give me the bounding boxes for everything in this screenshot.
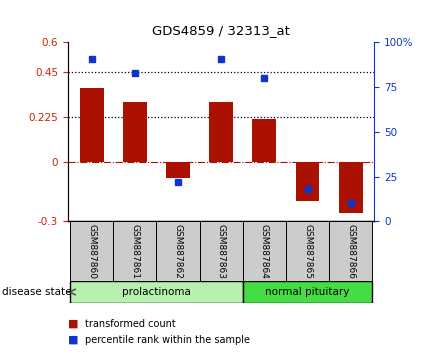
Bar	[286, 221, 329, 281]
Bar	[156, 221, 200, 281]
Text: prolactinoma: prolactinoma	[122, 287, 191, 297]
Text: ■: ■	[68, 319, 78, 329]
Bar	[243, 281, 372, 303]
Bar	[70, 221, 113, 281]
Text: normal pituitary: normal pituitary	[265, 287, 350, 297]
Bar	[329, 221, 372, 281]
Bar	[296, 162, 319, 201]
Title: GDS4859 / 32313_at: GDS4859 / 32313_at	[152, 24, 290, 37]
Text: GSM887863: GSM887863	[217, 224, 226, 279]
Bar	[113, 221, 156, 281]
Text: ■: ■	[68, 335, 78, 345]
Text: GSM887861: GSM887861	[131, 224, 139, 279]
Text: disease state: disease state	[2, 287, 72, 297]
Text: transformed count: transformed count	[85, 319, 176, 329]
Bar	[123, 102, 147, 162]
Bar	[200, 221, 243, 281]
Text: GSM887865: GSM887865	[303, 224, 312, 279]
Bar	[70, 281, 243, 303]
Text: GSM887862: GSM887862	[173, 224, 183, 279]
Bar	[80, 88, 103, 162]
Text: GSM887864: GSM887864	[260, 224, 269, 279]
Text: percentile rank within the sample: percentile rank within the sample	[85, 335, 251, 345]
Bar	[339, 162, 363, 213]
Bar	[209, 102, 233, 162]
Bar	[243, 221, 286, 281]
Text: GSM887866: GSM887866	[346, 224, 355, 279]
Text: GSM887860: GSM887860	[87, 224, 96, 279]
Bar	[252, 119, 276, 162]
Bar	[166, 162, 190, 178]
